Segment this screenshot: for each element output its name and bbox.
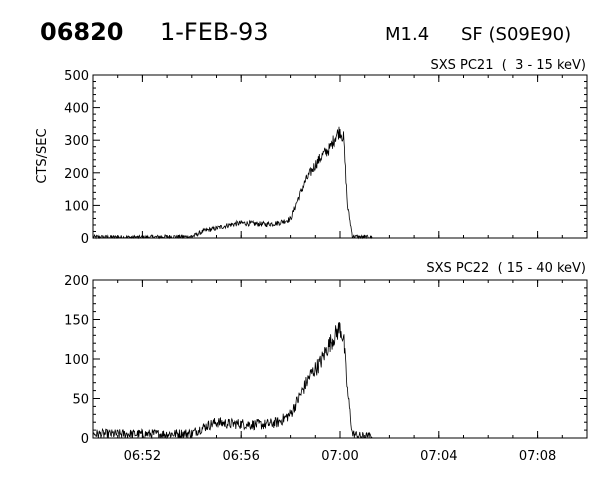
y-tick-label: 200 [64, 274, 89, 289]
panel-pc21: SXS PC21 ( 3 - 15 keV) CTS/SEC 0 100 200 30… [35, 58, 588, 247]
y-tick-label: 0 [81, 432, 89, 447]
y-tick-label: 500 [64, 69, 89, 84]
y-tick-label: 300 [64, 134, 89, 149]
event-date: 1-FEB-93 [160, 18, 269, 46]
plot-frame [92, 279, 588, 439]
axis-ticks: 0 100 200 300 400 500 [64, 69, 587, 247]
optical-class: SF (S09E90) [461, 24, 571, 45]
y-axis-label: CTS/SEC [35, 128, 50, 183]
pc22-count-rate-line [92, 322, 373, 440]
panel-label: SXS PC21 ( 3 - 15 keV) [430, 58, 586, 73]
y-tick-label: 100 [64, 199, 89, 214]
y-tick-label: 50 [72, 393, 89, 408]
x-tick-label: 06:56 [222, 449, 259, 464]
x-tick-label: 07:04 [420, 449, 457, 464]
y-tick-label: 100 [64, 353, 89, 368]
plot-frame [92, 74, 588, 239]
goes-class: M1.4 [385, 24, 429, 45]
event-number: 06820 [40, 18, 124, 46]
x-tick-label: 07:00 [321, 449, 358, 464]
pc21-count-rate-line [92, 126, 373, 240]
y-tick-label: 400 [64, 102, 89, 117]
panel-pc22: SXS PC22 ( 15 - 40 keV) 0 50 100 150 200 06:5… [64, 261, 588, 464]
y-tick-label: 0 [81, 232, 89, 247]
y-tick-label: 200 [64, 167, 89, 182]
y-tick-label: 150 [64, 314, 89, 329]
x-tick-label: 06:52 [124, 449, 161, 464]
x-tick-label: 07:08 [519, 449, 556, 464]
panel-label: SXS PC22 ( 15 - 40 keV) [426, 261, 586, 276]
axis-ticks: 0 50 100 150 200 06:52 06:56 07:00 07:04 07:08 [64, 274, 587, 464]
